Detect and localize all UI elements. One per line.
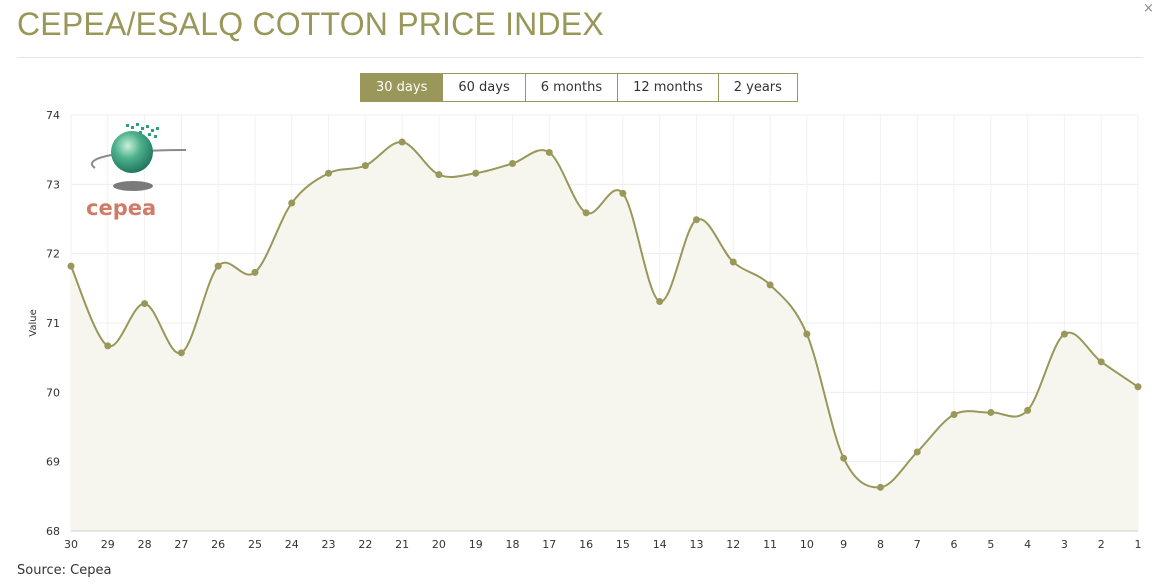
logo-shadow xyxy=(113,181,153,191)
data-point-15 xyxy=(619,189,627,197)
data-point-20 xyxy=(435,171,443,179)
chart-points-layer xyxy=(67,138,1142,491)
x-tick-label: 7 xyxy=(914,538,921,551)
tab-12-months[interactable]: 12 months xyxy=(617,74,718,101)
data-point-25 xyxy=(251,268,259,276)
y-tick-label: 73 xyxy=(46,178,60,191)
data-point-14 xyxy=(656,298,664,306)
data-point-2 xyxy=(1097,358,1105,366)
data-point-5 xyxy=(987,408,995,416)
y-tick-label: 74 xyxy=(46,109,60,122)
data-point-10 xyxy=(803,330,811,338)
data-point-23 xyxy=(325,169,333,177)
y-tick-label: 72 xyxy=(46,248,60,261)
data-point-13 xyxy=(692,216,700,224)
x-tick-label: 13 xyxy=(689,538,703,551)
range-tabs: 30 days 60 days 6 months 12 months 2 yea… xyxy=(360,73,798,102)
data-point-24 xyxy=(288,199,296,207)
data-point-30 xyxy=(67,262,75,270)
data-point-3 xyxy=(1060,330,1068,338)
cepea-logo: cepea xyxy=(86,123,187,220)
data-point-18 xyxy=(509,160,517,168)
x-tick-label: 10 xyxy=(800,538,814,551)
tab-6-months[interactable]: 6 months xyxy=(524,74,618,101)
x-tick-label: 26 xyxy=(211,538,225,551)
data-point-9 xyxy=(840,454,848,462)
y-tick-label: 69 xyxy=(46,456,60,469)
data-point-22 xyxy=(361,162,369,170)
x-tick-label: 4 xyxy=(1024,538,1031,551)
close-icon[interactable]: × xyxy=(1143,1,1154,16)
x-tick-label: 1 xyxy=(1135,538,1142,551)
x-tick-label: 18 xyxy=(506,538,520,551)
data-point-8 xyxy=(876,483,884,491)
x-tick-label: 29 xyxy=(101,538,115,551)
x-tick-label: 14 xyxy=(653,538,667,551)
x-tick-label: 12 xyxy=(726,538,740,551)
x-tick-label: 24 xyxy=(285,538,299,551)
x-tick-label: 17 xyxy=(542,538,556,551)
y-tick-label: 68 xyxy=(46,525,60,538)
y-tick-label: 70 xyxy=(46,386,60,399)
data-point-6 xyxy=(950,411,958,419)
tab-30-days[interactable]: 30 days xyxy=(361,74,443,101)
data-point-27 xyxy=(177,349,185,357)
x-tick-label: 25 xyxy=(248,538,262,551)
data-point-28 xyxy=(141,300,149,308)
data-point-26 xyxy=(214,262,222,270)
x-tick-label: 27 xyxy=(174,538,188,551)
data-point-7 xyxy=(913,448,921,456)
data-point-1 xyxy=(1134,383,1142,391)
page-title: CEPEA/ESALQ COTTON PRICE INDEX xyxy=(17,6,604,42)
x-tick-label: 11 xyxy=(763,538,777,551)
data-point-4 xyxy=(1024,406,1032,414)
data-point-11 xyxy=(766,281,774,289)
source-note: Source: Cepea xyxy=(17,563,112,578)
globe-logo-icon xyxy=(111,131,153,173)
x-tick-label: 9 xyxy=(840,538,847,551)
x-tick-label: 8 xyxy=(877,538,884,551)
data-point-17 xyxy=(545,148,553,156)
x-tick-label: 19 xyxy=(469,538,483,551)
data-point-16 xyxy=(582,209,590,217)
logo-pixels xyxy=(126,123,159,138)
data-point-21 xyxy=(398,138,406,146)
tab-60-days[interactable]: 60 days xyxy=(442,74,525,101)
x-tick-label: 20 xyxy=(432,538,446,551)
x-tick-label: 28 xyxy=(138,538,152,551)
tab-2-years[interactable]: 2 years xyxy=(717,74,797,101)
x-tick-label: 3 xyxy=(1061,538,1068,551)
series-area xyxy=(71,141,1138,532)
chart-area-layer xyxy=(71,141,1138,532)
logo-text: cepea xyxy=(86,196,156,220)
x-tick-label: 21 xyxy=(395,538,409,551)
data-point-12 xyxy=(729,258,737,266)
x-tick-label: 5 xyxy=(987,538,994,551)
y-tick-label: 71 xyxy=(46,317,60,330)
x-tick-label: 6 xyxy=(951,538,958,551)
x-tick-label: 23 xyxy=(322,538,336,551)
x-tick-label: 30 xyxy=(64,538,78,551)
data-point-29 xyxy=(104,342,112,350)
x-tick-label: 15 xyxy=(616,538,630,551)
data-point-19 xyxy=(472,169,480,177)
title-divider xyxy=(17,57,1143,58)
x-tick-label: 16 xyxy=(579,538,593,551)
y-axis-title: Value xyxy=(28,309,39,336)
logo-orbit xyxy=(90,149,187,169)
x-tick-label: 22 xyxy=(358,538,372,551)
x-tick-label: 2 xyxy=(1098,538,1105,551)
